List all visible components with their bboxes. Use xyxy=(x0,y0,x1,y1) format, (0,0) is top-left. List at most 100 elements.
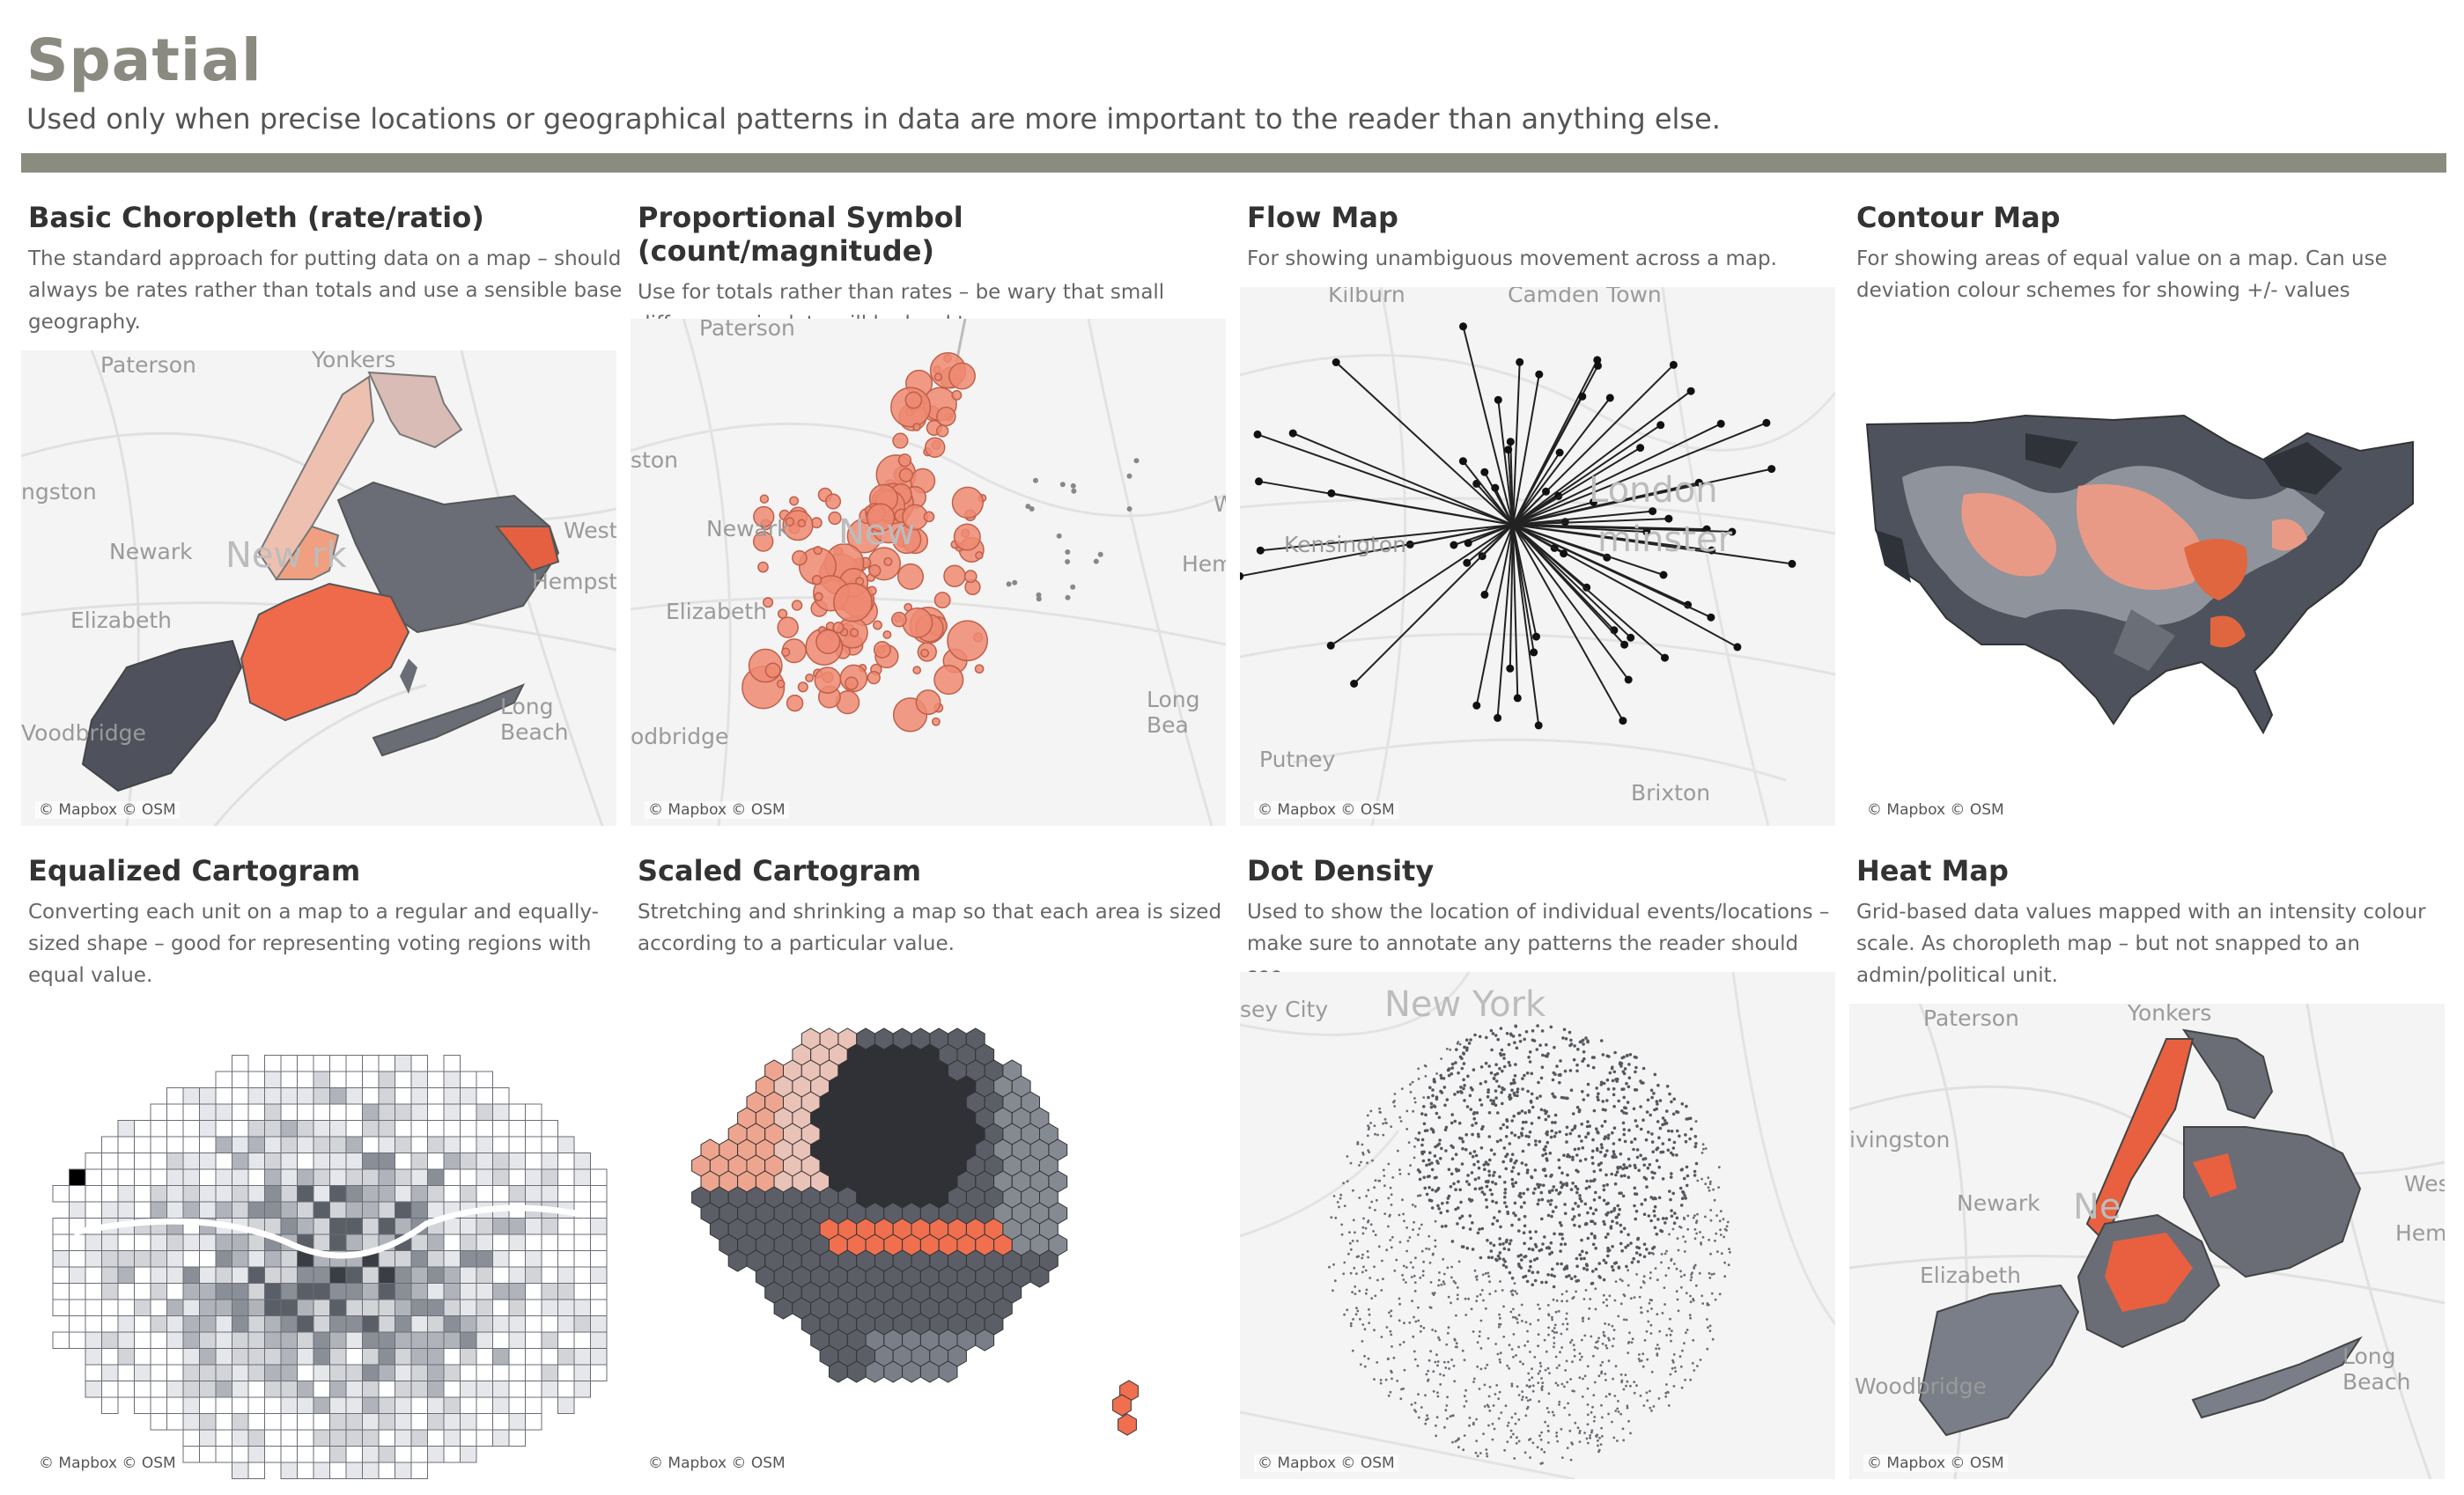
symbol-circle xyxy=(828,511,842,526)
grid-cell xyxy=(443,1136,461,1153)
contour-shapes xyxy=(1865,414,2414,735)
grid-cell xyxy=(492,1234,510,1251)
grid-cell xyxy=(329,1446,347,1463)
grid-cell xyxy=(247,1283,265,1300)
grid-cell xyxy=(182,1364,200,1381)
grid-cell xyxy=(378,1250,395,1268)
grid-cell xyxy=(101,1266,119,1284)
grid-cell xyxy=(427,1429,445,1447)
grid-cell xyxy=(134,1348,151,1366)
grid-cell xyxy=(264,1413,282,1431)
flow-endpoint xyxy=(1664,514,1673,523)
place-label: Hemp xyxy=(1182,551,1226,577)
map-credit[interactable]: © Mapbox © OSM xyxy=(1863,1454,2008,1472)
grid-cell xyxy=(395,1381,412,1398)
grid-cell xyxy=(297,1168,314,1186)
map-credit[interactable]: © Mapbox © OSM xyxy=(35,801,180,819)
grid-cell xyxy=(215,1331,232,1349)
place-label: Wes xyxy=(2404,1171,2445,1197)
grid-cell xyxy=(460,1299,477,1316)
grid-cell xyxy=(378,1071,395,1088)
map-credit[interactable]: © Mapbox © OSM xyxy=(1863,801,2008,819)
map-credit[interactable]: © Mapbox © OSM xyxy=(1254,1454,1398,1472)
grid-cell xyxy=(492,1331,510,1349)
grid-cell xyxy=(134,1168,151,1186)
symbol-circle xyxy=(764,662,781,679)
grid-cell xyxy=(557,1234,575,1251)
grid-cell xyxy=(443,1331,461,1349)
grid-cell xyxy=(199,1364,217,1381)
grid-cell xyxy=(247,1153,265,1170)
grid-cell xyxy=(427,1185,445,1203)
grid-cell xyxy=(297,1153,314,1170)
grid-cell xyxy=(199,1234,217,1251)
grid-cell xyxy=(410,1429,428,1447)
map-contour[interactable]: © Mapbox © OSM xyxy=(1849,319,2445,826)
symbol-circle xyxy=(811,574,823,585)
grid-cell xyxy=(247,1413,265,1431)
grid-cell xyxy=(199,1103,217,1121)
map-scaled-cartogram[interactable]: © Mapbox © OSM xyxy=(631,968,1226,1479)
grid-cell xyxy=(313,1413,330,1431)
grid-cell xyxy=(460,1250,477,1268)
map-flow[interactable]: Kilburn Camden Town Kensington London mi… xyxy=(1240,287,1835,826)
grid-cell xyxy=(557,1364,575,1381)
grid-cell xyxy=(378,1364,395,1381)
map-equalized-cartogram[interactable]: © Mapbox © OSM xyxy=(21,1004,616,1479)
grid-cell xyxy=(395,1364,412,1381)
grid-cell xyxy=(443,1168,461,1186)
grid-cell xyxy=(280,1446,298,1463)
grid-cell xyxy=(508,1153,526,1170)
map-credit[interactable]: © Mapbox © OSM xyxy=(35,1454,180,1472)
grid-cell xyxy=(541,1299,558,1316)
map-proportional-symbol[interactable]: Paterson ston Newark New Hemp Elizabeth … xyxy=(631,319,1226,826)
symbol-circle xyxy=(791,600,803,611)
flow-endpoint xyxy=(1733,643,1742,652)
grid-cell xyxy=(590,1315,608,1333)
map-credit[interactable]: © Mapbox © OSM xyxy=(1254,801,1398,819)
grid-cell xyxy=(117,1185,135,1203)
grid-cell xyxy=(297,1201,314,1219)
grid-cell xyxy=(492,1250,510,1268)
grid-cell xyxy=(329,1348,347,1366)
grid-cell xyxy=(427,1153,445,1170)
flow-endpoint xyxy=(1636,444,1645,453)
grid-cell xyxy=(541,1153,558,1170)
grid-cell xyxy=(264,1396,282,1414)
grid-cell xyxy=(525,1299,542,1316)
grid-cell xyxy=(573,1331,591,1349)
grid-cell xyxy=(101,1315,119,1333)
grid-cell xyxy=(247,1315,265,1333)
grid-cell xyxy=(345,1218,363,1235)
grid-cell xyxy=(460,1283,477,1300)
grid-cell xyxy=(297,1429,314,1447)
map-dot-density[interactable]: sey City New York © Mapbox © OSM xyxy=(1240,972,1835,1479)
grid-cell xyxy=(557,1185,575,1203)
flow-endpoint xyxy=(1656,421,1665,430)
grid-cell xyxy=(215,1250,232,1268)
grid-cell xyxy=(85,1283,102,1300)
grid-cell xyxy=(297,1218,314,1235)
map-heat[interactable]: Yonkers Paterson ivingston Newark Ne Wes… xyxy=(1849,1004,2445,1479)
grid-cell xyxy=(525,1103,542,1121)
grid-cell xyxy=(280,1396,298,1414)
grid-cell xyxy=(313,1331,330,1349)
place-label: London xyxy=(1589,470,1718,511)
grid-cell xyxy=(101,1396,119,1414)
grid-cell xyxy=(508,1266,526,1284)
grid-cell xyxy=(264,1299,282,1316)
grid-cell xyxy=(199,1185,217,1203)
grid-cell xyxy=(476,1168,493,1186)
map-credit[interactable]: © Mapbox © OSM xyxy=(645,801,789,819)
card-title: Scaled Cartogram xyxy=(638,854,922,887)
symbol-circle xyxy=(866,503,896,533)
grid-cell xyxy=(297,1446,314,1463)
grid-cell xyxy=(166,1331,184,1349)
grid-cell xyxy=(410,1185,428,1203)
symbol-circle xyxy=(948,362,976,390)
map-basic-choropleth[interactable]: Yonkers Paterson ngston Newark New rk We… xyxy=(21,350,616,826)
grid-cell xyxy=(280,1266,298,1284)
map-credit[interactable]: © Mapbox © OSM xyxy=(645,1454,789,1472)
grid-cell xyxy=(313,1136,330,1153)
grid-cell xyxy=(313,1201,330,1219)
